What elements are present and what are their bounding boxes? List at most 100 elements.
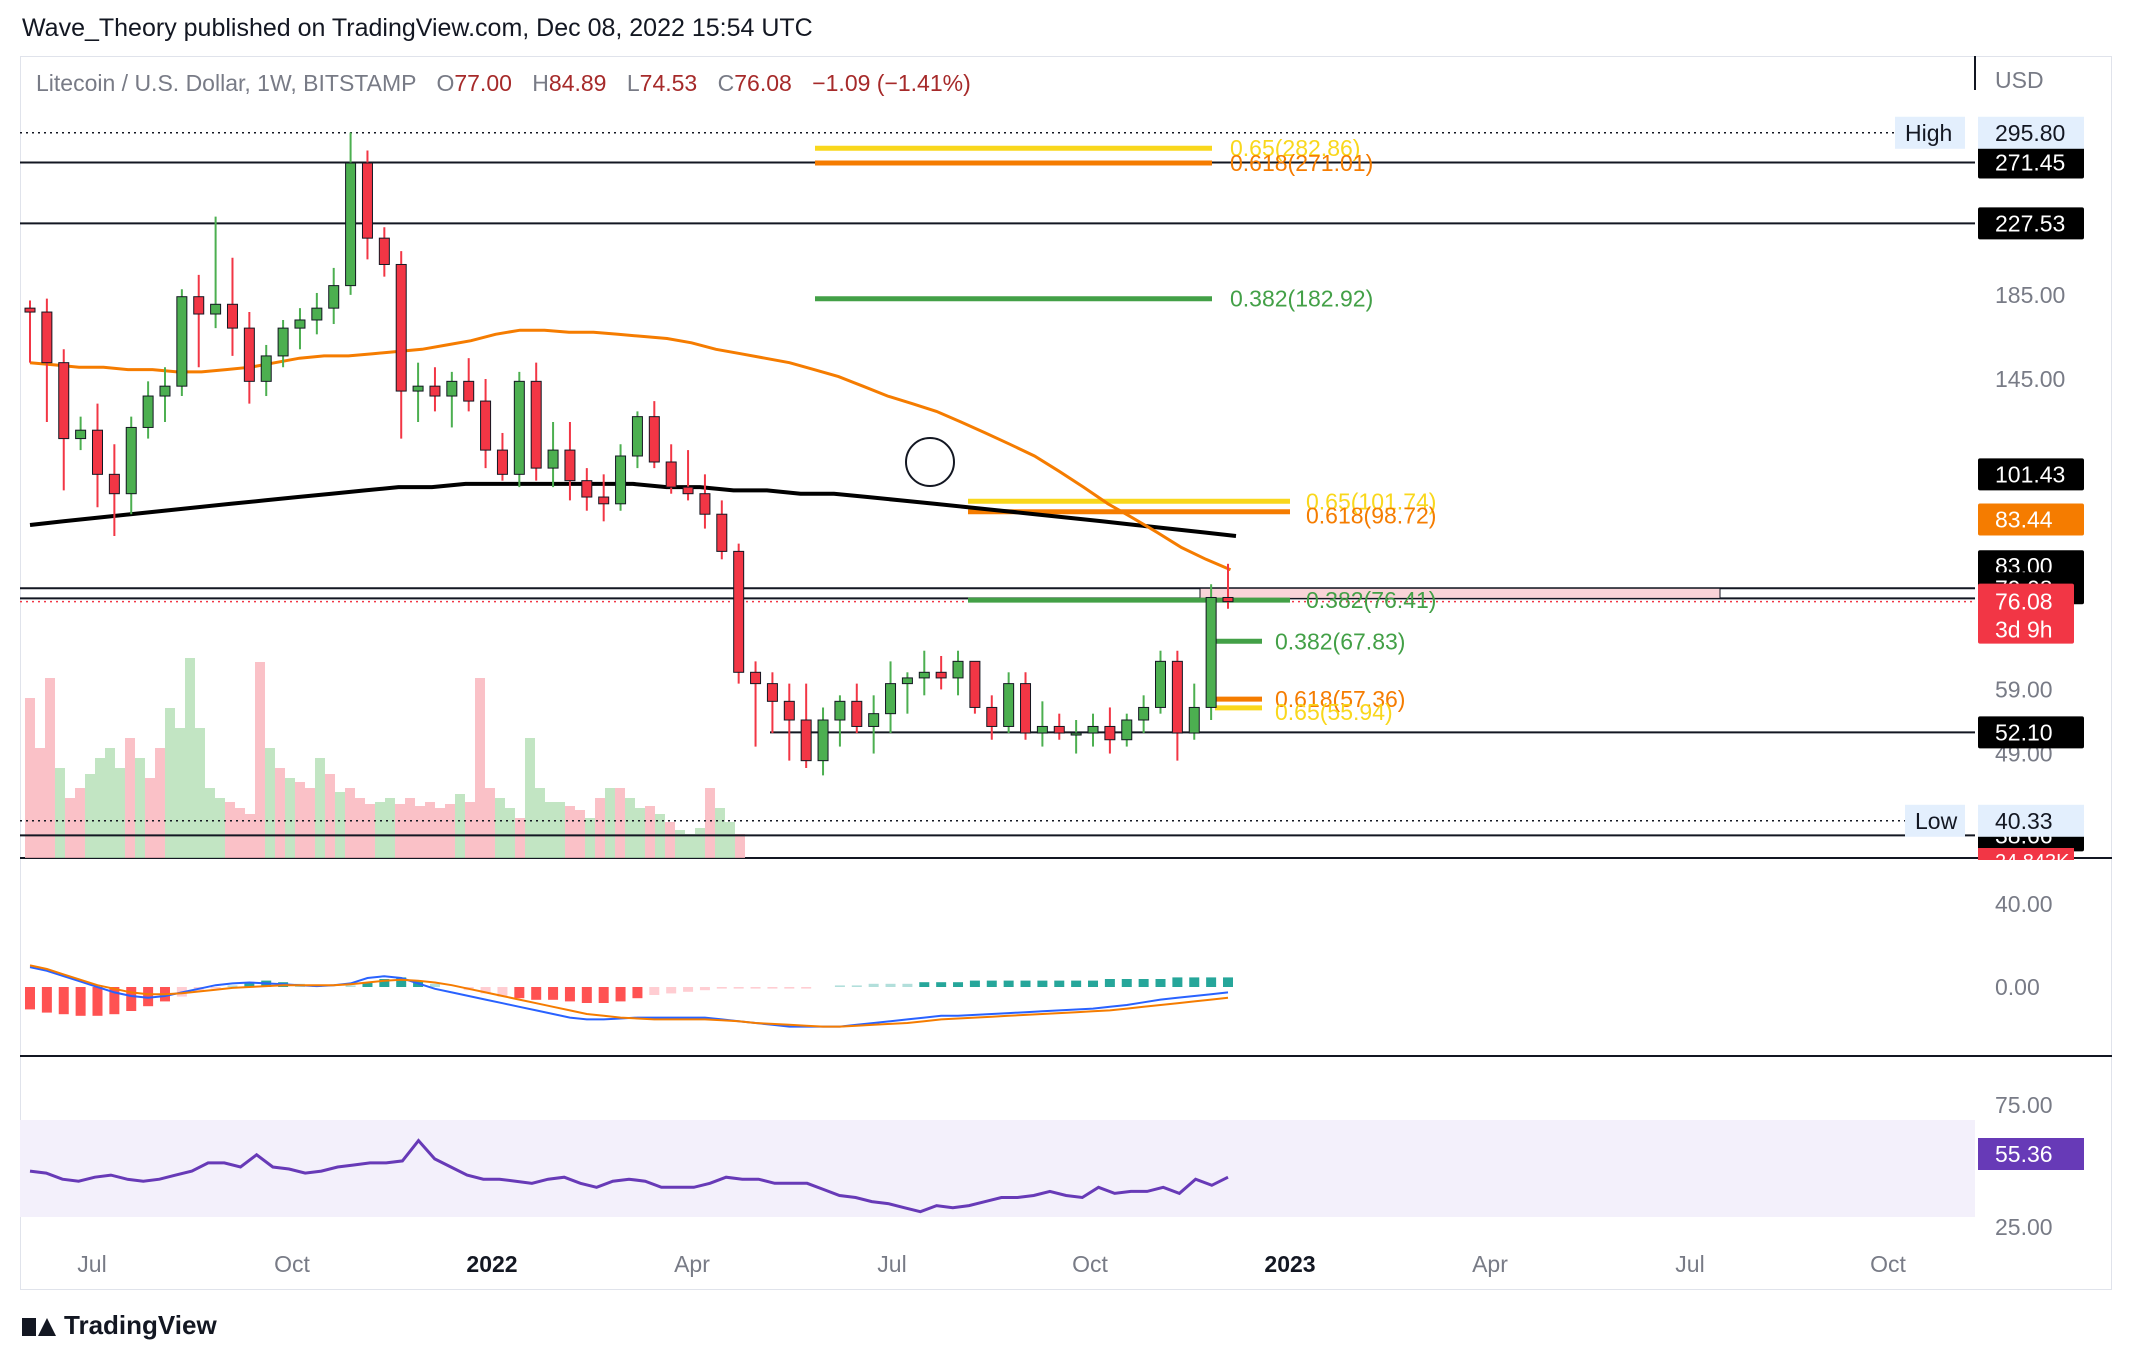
volume-bar: [55, 768, 65, 858]
candle-body: [294, 319, 306, 329]
macd-histogram-bar: [1037, 980, 1048, 987]
volume-bar: [95, 758, 105, 858]
macd-histogram-bar: [750, 987, 761, 989]
macd-histogram-bar: [75, 987, 86, 1016]
fibonacci-level-label: 0.382(76.41): [1306, 587, 1436, 613]
volume-bar: [115, 768, 125, 858]
x-axis-tick-label: 2022: [466, 1251, 517, 1277]
macd-histogram-bar: [699, 987, 710, 991]
rsi-value-tag-bg: [1978, 1138, 2084, 1170]
volume-bar: [475, 678, 485, 858]
macd-histogram-bar: [834, 985, 845, 987]
macd-histogram-bar: [615, 987, 626, 1002]
bar-countdown: 3d 9h: [1995, 617, 2053, 643]
candle-body: [901, 677, 913, 685]
volume-bar: [85, 774, 95, 858]
fibonacci-level-label: 0.382(67.83): [1275, 628, 1405, 654]
candle-body: [530, 380, 542, 469]
candle-body: [41, 311, 53, 364]
candle-body: [496, 449, 508, 475]
tradingview-footer: TradingView: [22, 1310, 217, 1341]
candle-body: [1121, 719, 1133, 741]
candle-body: [176, 296, 188, 387]
volume-bar: [275, 768, 285, 858]
volume-bar: [185, 658, 195, 858]
macd-histogram-bar: [649, 987, 660, 995]
macd-histogram-bar: [1088, 980, 1099, 987]
macd-histogram-bar: [1206, 977, 1217, 987]
fibonacci-level-label: 0.618(57.36): [1275, 686, 1405, 712]
candle-body: [834, 700, 846, 721]
volume-bar: [35, 748, 45, 858]
rsi-band: [20, 1120, 1975, 1217]
macd-histogram-bar: [210, 987, 221, 989]
ema-value-tag-bg: [1978, 503, 2084, 536]
candle-body: [750, 671, 762, 685]
volume-bar: [45, 678, 55, 858]
macd-histogram-bar: [497, 987, 508, 997]
candle-body: [1222, 596, 1234, 603]
candle-body: [868, 713, 880, 727]
candle-body: [733, 550, 745, 673]
macd-histogram-bar: [92, 987, 103, 1016]
x-axis-tick-label: Apr: [1472, 1251, 1508, 1277]
price-axis-tick-label: 59.00: [1995, 676, 2053, 702]
price-level-tag-bg: [1978, 207, 2084, 240]
candle-body: [699, 493, 711, 515]
volume-bar: [575, 810, 585, 858]
candle-body: [193, 296, 205, 315]
candle-body: [311, 307, 323, 321]
candle-body: [361, 162, 373, 239]
candle-body: [665, 461, 677, 488]
macd-histogram-bar: [784, 987, 795, 989]
x-axis-tick-label: Oct: [1072, 1251, 1108, 1277]
x-axis-tick-label: Oct: [1870, 1251, 1906, 1277]
candle-body: [243, 327, 255, 382]
volume-bar: [385, 798, 395, 858]
candle-body: [277, 327, 289, 357]
candle-body: [345, 162, 357, 287]
candle-body: [631, 416, 643, 457]
macd-histogram-bar: [1071, 980, 1082, 987]
candle-body: [682, 486, 694, 495]
candle-body: [142, 395, 154, 428]
low-label: L: [626, 70, 640, 96]
macd-histogram-bar: [244, 982, 255, 987]
macd-histogram-bar: [564, 987, 575, 1002]
fibonacci-level-label: 0.65(282.86): [1230, 135, 1360, 161]
volume-bar: [695, 828, 705, 858]
candle-body: [226, 303, 238, 329]
volume-bar: [195, 728, 205, 858]
candle-body: [1155, 660, 1167, 708]
macd-histogram-bar: [362, 982, 373, 987]
candle-body: [851, 700, 863, 727]
volume-bar: [625, 798, 635, 858]
volume-bar: [715, 808, 725, 858]
macd-histogram-bar: [1172, 977, 1183, 987]
volume-bar: [635, 808, 645, 858]
candle-body: [1188, 706, 1200, 734]
candle-body: [1053, 725, 1065, 734]
macd-axis-tick-label: 0.00: [1995, 974, 2040, 1000]
volume-bar: [135, 758, 145, 858]
macd-histogram-bar: [1138, 979, 1149, 987]
high-label: High: [1905, 120, 1952, 146]
volume-bar: [335, 792, 345, 858]
volume-bar: [615, 788, 625, 858]
chart-frame: [20, 56, 2112, 1290]
cross-marker-circle: [905, 437, 955, 487]
candle-body: [800, 719, 812, 762]
tradingview-logo-icon: [22, 1314, 56, 1338]
volume-bar: [485, 788, 495, 858]
low-label: Low: [1915, 808, 1958, 834]
macd-histogram-bar: [767, 987, 778, 989]
x-axis-tick-label: Jul: [77, 1251, 106, 1277]
volume-bar: [545, 802, 555, 858]
high-label: H: [532, 70, 549, 96]
volume-bar: [465, 802, 475, 858]
price-level-tag-bg: [1978, 458, 2084, 491]
volume-bar: [415, 806, 425, 858]
candle-body: [986, 706, 998, 727]
candle-body: [108, 473, 120, 495]
